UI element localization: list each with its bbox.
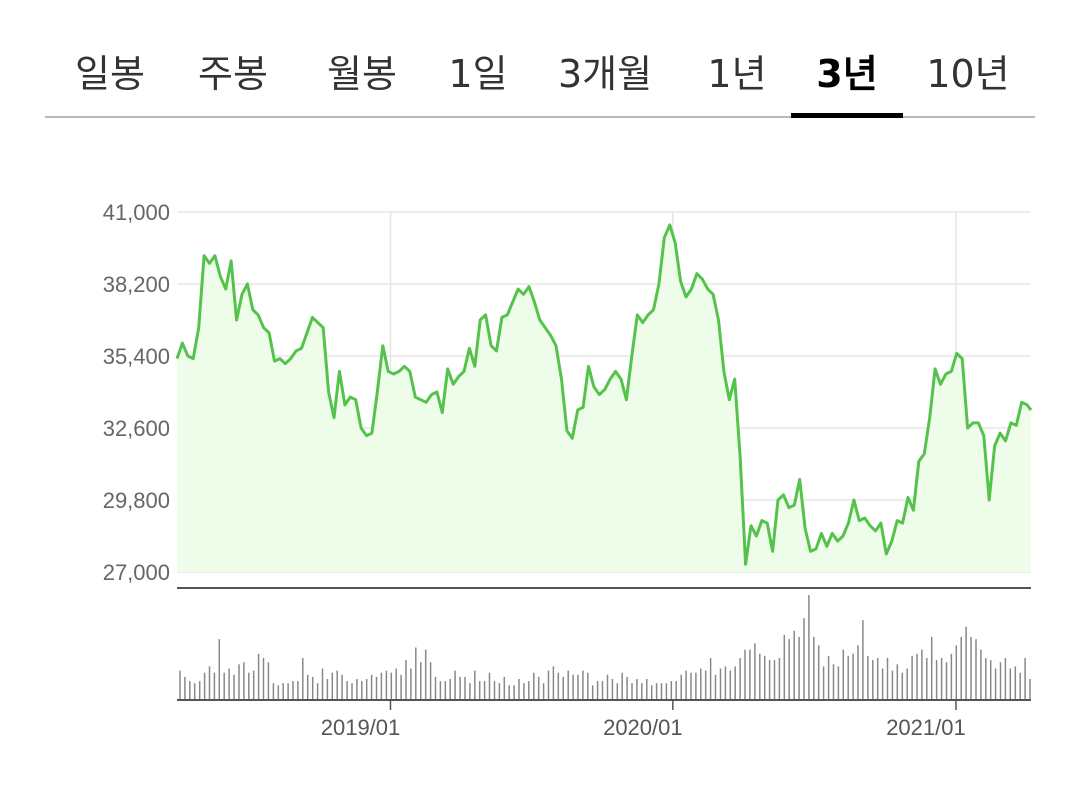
x-tick-label: 2020/01 <box>603 715 683 740</box>
price-line <box>175 223 1033 566</box>
y-tick-label: 32,600 <box>103 416 170 441</box>
x-tick-label: 2019/01 <box>321 715 401 740</box>
tab-2[interactable]: 월봉 <box>327 52 397 96</box>
tab-6[interactable]: 3년 <box>816 52 878 96</box>
y-tick-label: 41,000 <box>103 200 170 225</box>
price-area-fill <box>177 224 1031 572</box>
y-axis-labels: 41,000 38,200 35,400 32,600 29,800 27,000 <box>103 200 170 585</box>
tab-4[interactable]: 3개월 <box>557 52 653 96</box>
tab-1[interactable]: 주봉 <box>198 52 268 96</box>
tab-5[interactable]: 1년 <box>707 52 767 96</box>
y-tick-label: 35,400 <box>103 344 170 369</box>
tab-0[interactable]: 일봉 <box>75 52 145 96</box>
stock-price-chart: 41,000 38,200 35,400 32,600 29,800 27,000 201… <box>103 200 1033 740</box>
active-tab-underline <box>791 113 903 118</box>
x-tick-label: 2021/01 <box>886 715 966 740</box>
tab-7[interactable]: 10년 <box>926 52 1010 96</box>
y-tick-label: 38,200 <box>103 272 170 297</box>
y-tick-label: 29,800 <box>103 488 170 513</box>
period-tabs: 일봉 주봉 월봉 1일 3개월 1년 3년 10년 <box>45 0 1035 118</box>
volume-bars <box>179 595 1031 700</box>
y-tick-label: 27,000 <box>103 560 170 585</box>
x-axis-labels: 2019/01 2020/01 2021/01 <box>321 700 966 740</box>
tab-3[interactable]: 1일 <box>448 52 508 96</box>
